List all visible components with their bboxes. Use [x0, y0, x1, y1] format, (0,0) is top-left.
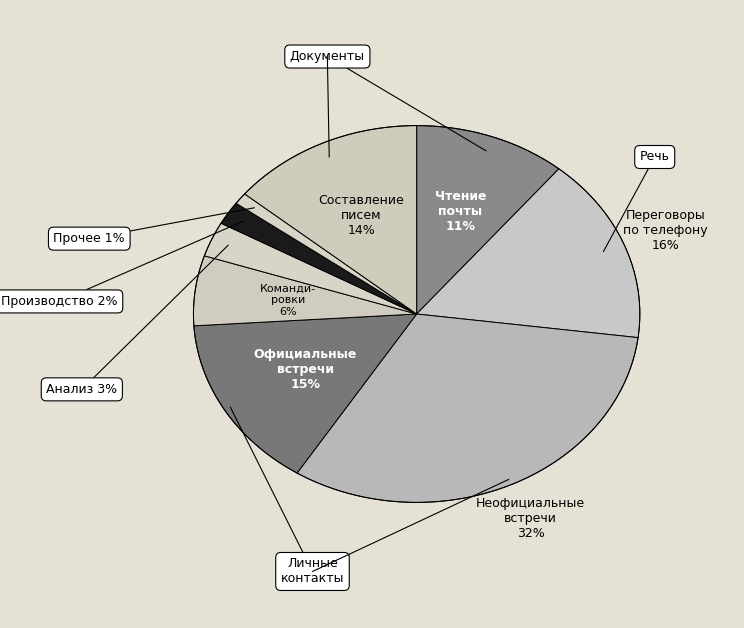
Polygon shape [417, 169, 640, 338]
Polygon shape [417, 126, 559, 314]
Polygon shape [221, 203, 417, 314]
Text: Неофициальные
встречи
32%: Неофициальные встречи 32% [476, 497, 586, 540]
Polygon shape [194, 314, 417, 473]
Text: Личные
контакты: Личные контакты [231, 407, 344, 585]
Polygon shape [205, 223, 417, 314]
Text: Анализ 3%: Анализ 3% [46, 245, 228, 396]
Text: Составление
писем
14%: Составление писем 14% [318, 193, 405, 237]
Polygon shape [236, 194, 417, 314]
Text: Прочее 1%: Прочее 1% [54, 208, 254, 245]
Text: Официальные
встречи
15%: Официальные встречи 15% [254, 348, 357, 391]
Polygon shape [297, 314, 638, 502]
Polygon shape [245, 126, 417, 314]
Polygon shape [193, 256, 417, 326]
Text: Документы: Документы [290, 50, 486, 151]
Text: Производство 2%: Производство 2% [1, 221, 243, 308]
Text: Речь: Речь [603, 151, 670, 252]
Text: Команди-
ровки
6%: Команди- ровки 6% [260, 284, 316, 317]
Text: Переговоры
по телефону
16%: Переговоры по телефону 16% [623, 209, 708, 252]
Text: Чтение
почты
11%: Чтение почты 11% [434, 190, 487, 233]
